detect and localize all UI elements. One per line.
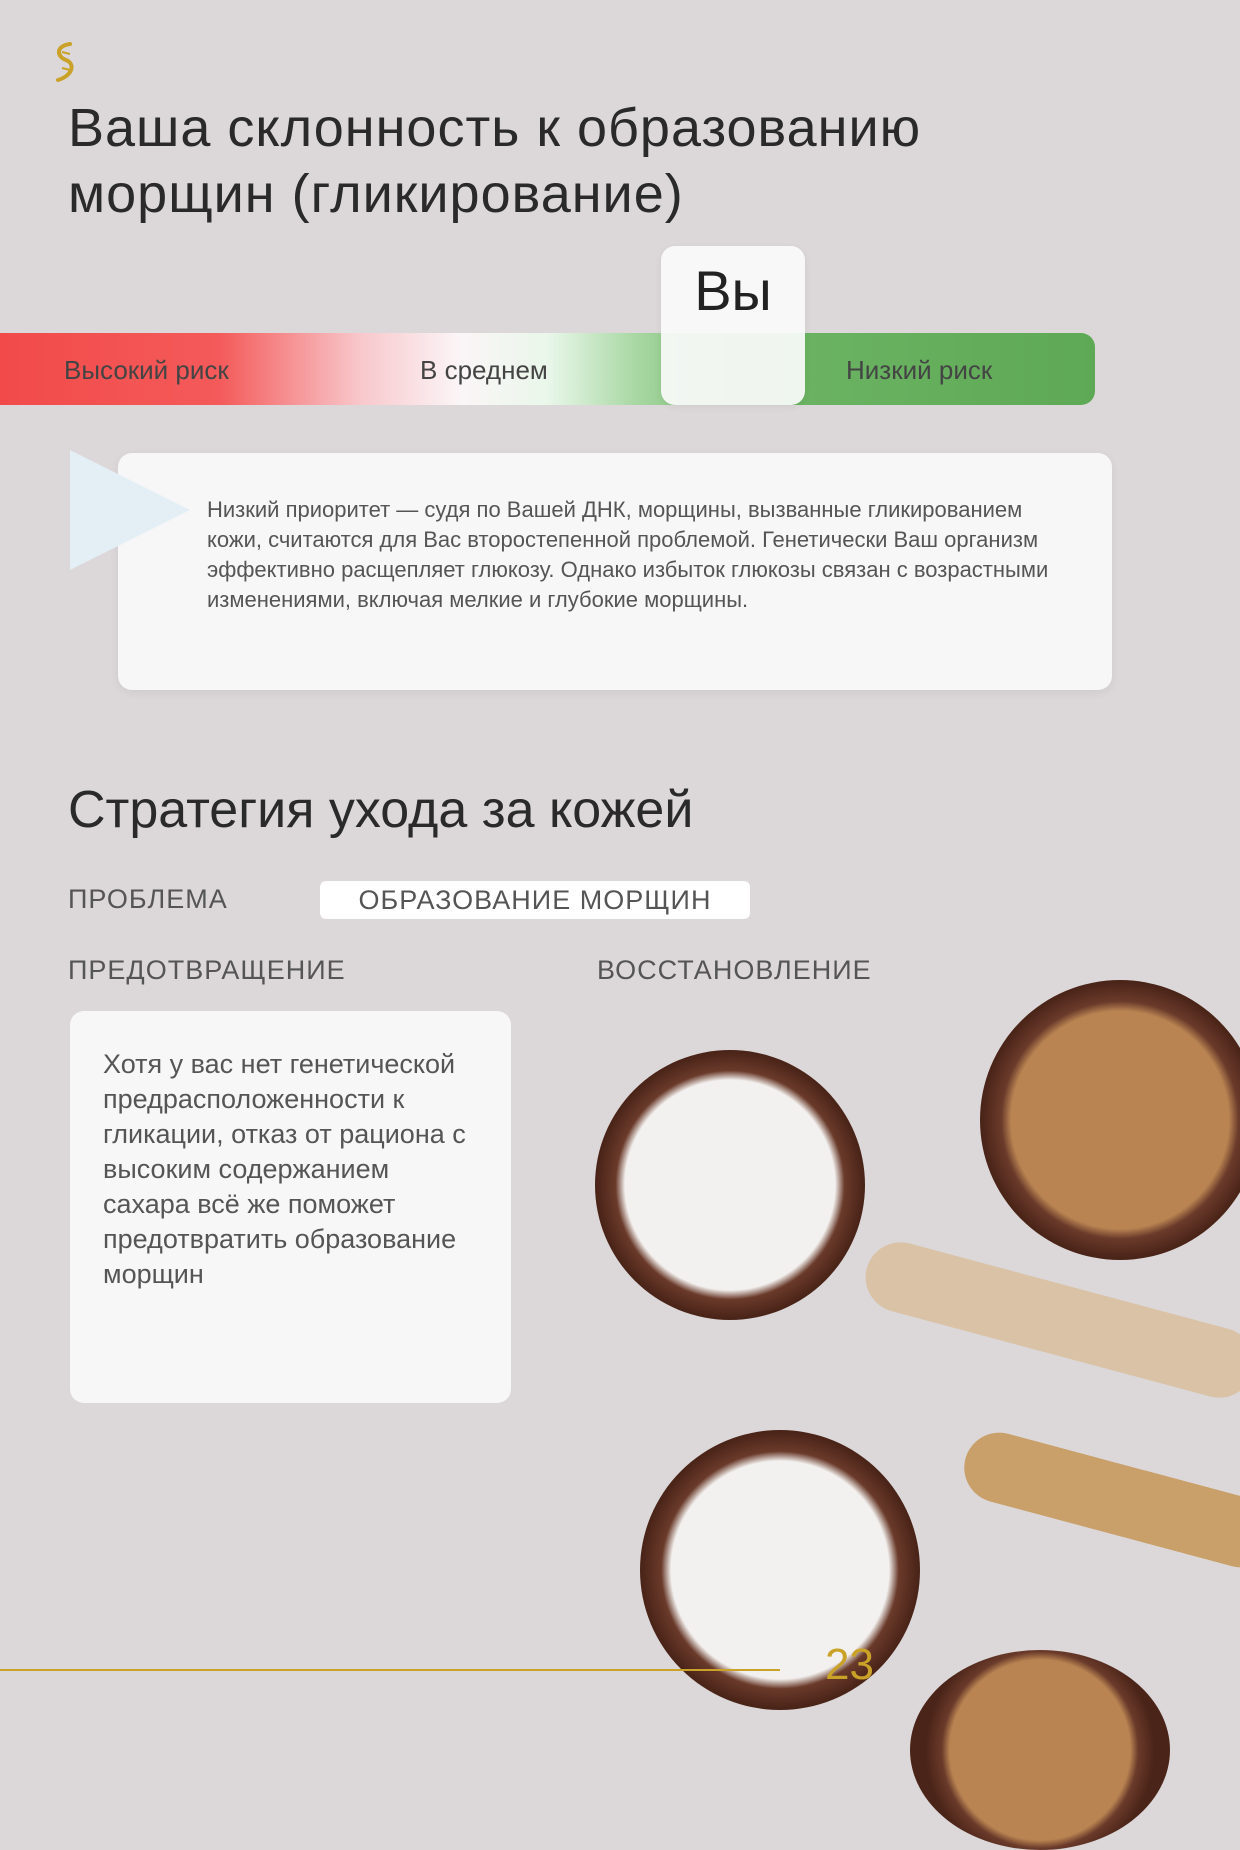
prevention-label: ПРЕДОТВРАЩЕНИЕ: [68, 955, 346, 985]
sugar-photo: [560, 960, 1240, 1850]
problem-label: ПРОБЛЕМА: [68, 884, 228, 914]
bowl-white-sugar-2: [640, 1430, 920, 1710]
result-callout: Низкий приоритет — судя по Вашей ДНК, мо…: [118, 453, 1112, 690]
section-heading: Стратегия ухода за кожей: [68, 781, 694, 839]
play-triangle-icon: [70, 450, 190, 570]
problem-chip: ОБРАЗОВАНИЕ МОРЩИН: [320, 881, 750, 919]
you-marker: Вы: [661, 246, 805, 405]
spoon-white: [857, 1234, 1240, 1406]
bowl-brown-sugar-2: [910, 1650, 1170, 1850]
scale-low-label: Низкий риск: [846, 355, 993, 385]
footer-divider: [0, 1669, 780, 1671]
page-number: 23: [825, 1640, 874, 1689]
page-title: Ваша склонность к образованию морщин (гл…: [68, 98, 922, 224]
bowl-brown-sugar: [980, 980, 1240, 1260]
prevention-card: Хотя у вас нет генетической предрасполож…: [70, 1011, 511, 1403]
risk-scale: Высокий риск В среднем Низкий риск: [0, 333, 1095, 405]
scale-high-label: Высокий риск: [64, 355, 229, 385]
prevention-text: Хотя у вас нет генетической предрасполож…: [103, 1049, 466, 1289]
spoon-brown: [956, 1424, 1240, 1576]
recovery-label: ВОССТАНОВЛЕНИЕ: [597, 955, 872, 985]
bowl-white-sugar: [595, 1050, 865, 1320]
callout-text: Низкий приоритет — судя по Вашей ДНК, мо…: [207, 497, 1049, 612]
scale-average-label: В среднем: [420, 355, 548, 385]
logo: [50, 40, 80, 90]
you-label: Вы: [694, 259, 772, 322]
